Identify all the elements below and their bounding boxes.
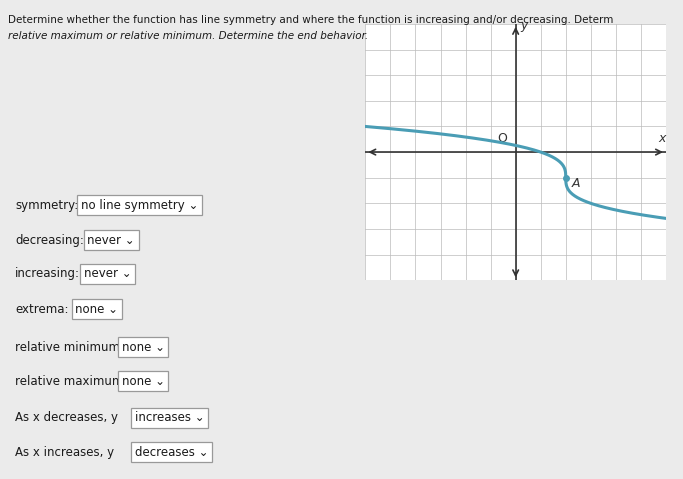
Text: relative maximum:: relative maximum: <box>15 375 128 388</box>
Text: none ⌄: none ⌄ <box>122 375 165 388</box>
Text: no line symmetry ⌄: no line symmetry ⌄ <box>81 198 198 212</box>
Text: never ⌄: never ⌄ <box>87 234 135 247</box>
Text: decreases ⌄: decreases ⌄ <box>135 445 208 459</box>
Text: relative maximum or relative minimum. Determine the end behavior.: relative maximum or relative minimum. De… <box>8 31 368 41</box>
Text: O: O <box>497 132 507 145</box>
Text: relative minimum:: relative minimum: <box>15 341 124 354</box>
Text: As x increases, y: As x increases, y <box>15 445 114 459</box>
Text: increases ⌄: increases ⌄ <box>135 411 204 424</box>
Text: x: x <box>658 132 666 145</box>
Text: increasing:: increasing: <box>15 267 80 281</box>
Text: A: A <box>572 177 581 190</box>
Text: decreasing:: decreasing: <box>15 234 84 247</box>
Text: As x decreases, y: As x decreases, y <box>15 411 118 424</box>
Text: y: y <box>520 19 527 32</box>
Text: extrema:: extrema: <box>15 303 68 316</box>
Text: symmetry:: symmetry: <box>15 198 79 212</box>
Text: none ⌄: none ⌄ <box>122 341 165 354</box>
Text: none ⌄: none ⌄ <box>75 303 118 316</box>
Text: never ⌄: never ⌄ <box>84 267 132 281</box>
Text: Determine whether the function has line symmetry and where the function is incre: Determine whether the function has line … <box>8 15 613 25</box>
